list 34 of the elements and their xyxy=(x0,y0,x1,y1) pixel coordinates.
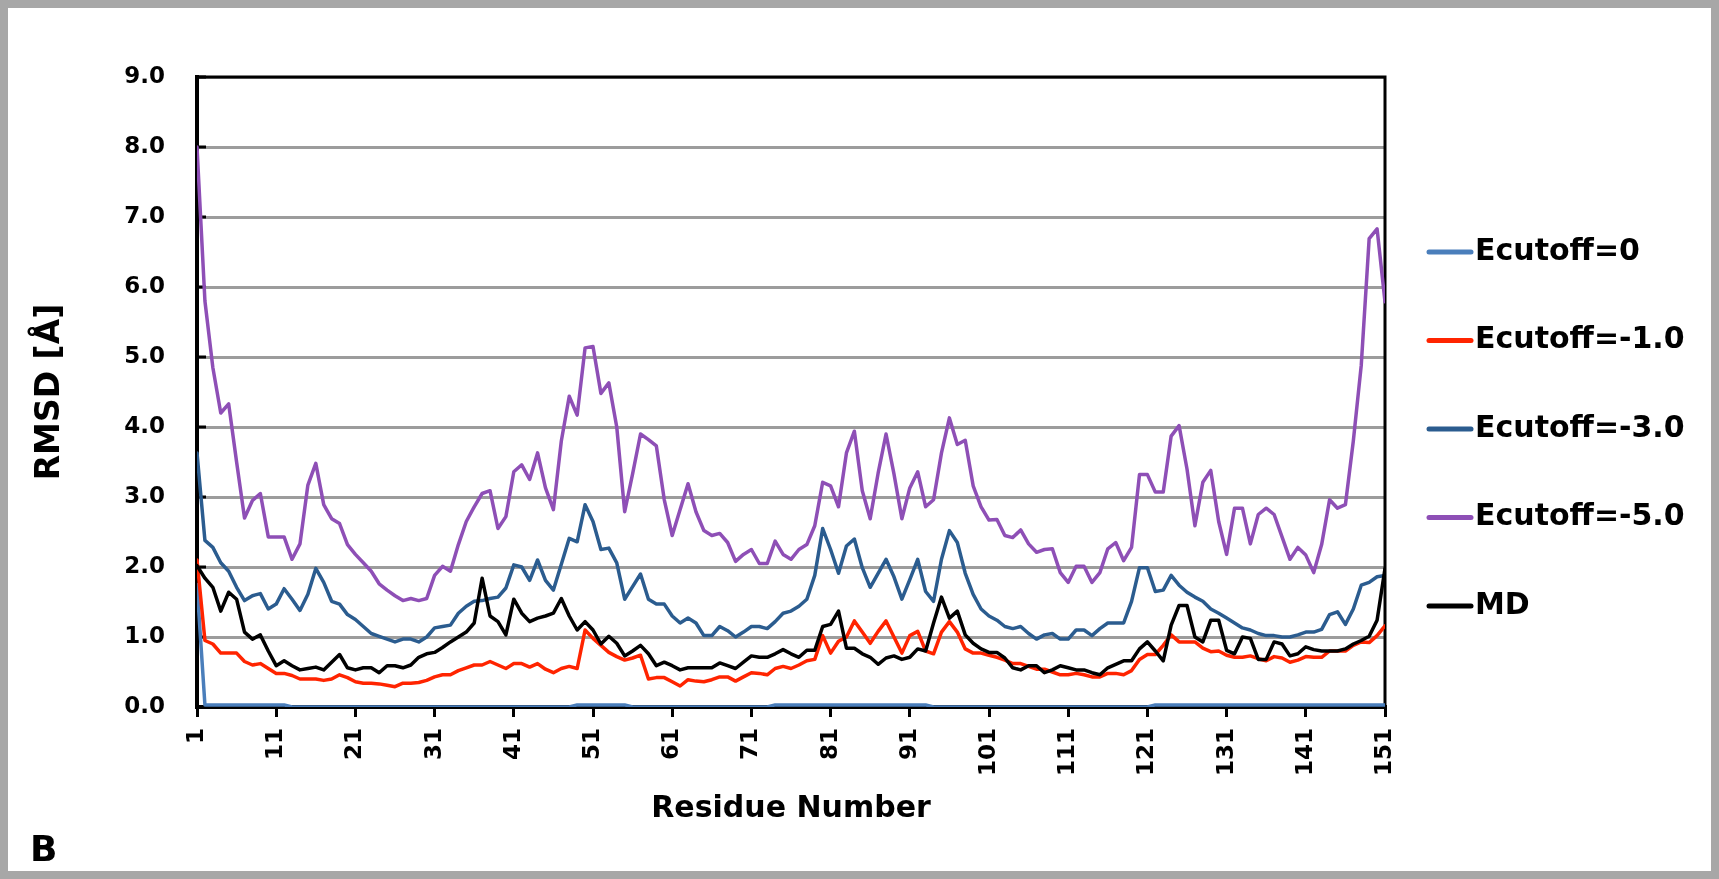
x-tick-label: 151 xyxy=(1369,728,1396,777)
legend-label: MD xyxy=(1475,585,1530,621)
y-tick-label: 6.0 xyxy=(124,271,165,298)
legend-label: Ecutoff=-3.0 xyxy=(1475,408,1685,444)
text: B xyxy=(30,828,58,869)
legend-label: Ecutoff=-5.0 xyxy=(1475,497,1685,533)
x-axis-title: Residue Number xyxy=(651,788,931,824)
y-axis-title: RMSD [Å] xyxy=(27,303,68,481)
x-tick-label: 11 xyxy=(261,728,288,761)
y-tick-label: 1.0 xyxy=(124,621,165,648)
y-tick-label: 9.0 xyxy=(124,61,165,88)
x-tick-label: 71 xyxy=(736,728,763,761)
x-tick-label: 101 xyxy=(973,728,1000,777)
x-tick-label: 51 xyxy=(577,728,604,761)
y-tick-label: 8.0 xyxy=(124,131,165,158)
x-tick-label: 41 xyxy=(498,728,525,761)
x-tick-label: 111 xyxy=(1053,728,1080,777)
x-tick-label: 91 xyxy=(894,728,921,761)
x-tick-label: 61 xyxy=(657,728,684,761)
x-tick-label: 141 xyxy=(1290,728,1317,777)
y-tick-label: 5.0 xyxy=(124,341,165,368)
y-tick-label: 2.0 xyxy=(124,551,165,578)
y-tick-label: 0.0 xyxy=(124,691,165,718)
y-tick-label: 4.0 xyxy=(124,411,165,438)
y-tick-label: 3.0 xyxy=(124,481,165,508)
x-tick-label: 81 xyxy=(815,728,842,761)
x-tick-label: 31 xyxy=(419,728,446,761)
y-tick-label: 7.0 xyxy=(124,201,165,228)
legend-label: Ecutoff=0 xyxy=(1475,231,1640,267)
x-tick-label: 121 xyxy=(1132,728,1159,777)
x-tick-label: 1 xyxy=(181,728,208,745)
x-tick-label: 131 xyxy=(1211,728,1238,777)
legend-label: Ecutoff=-1.0 xyxy=(1475,320,1685,356)
x-tick-label: 21 xyxy=(340,728,367,761)
